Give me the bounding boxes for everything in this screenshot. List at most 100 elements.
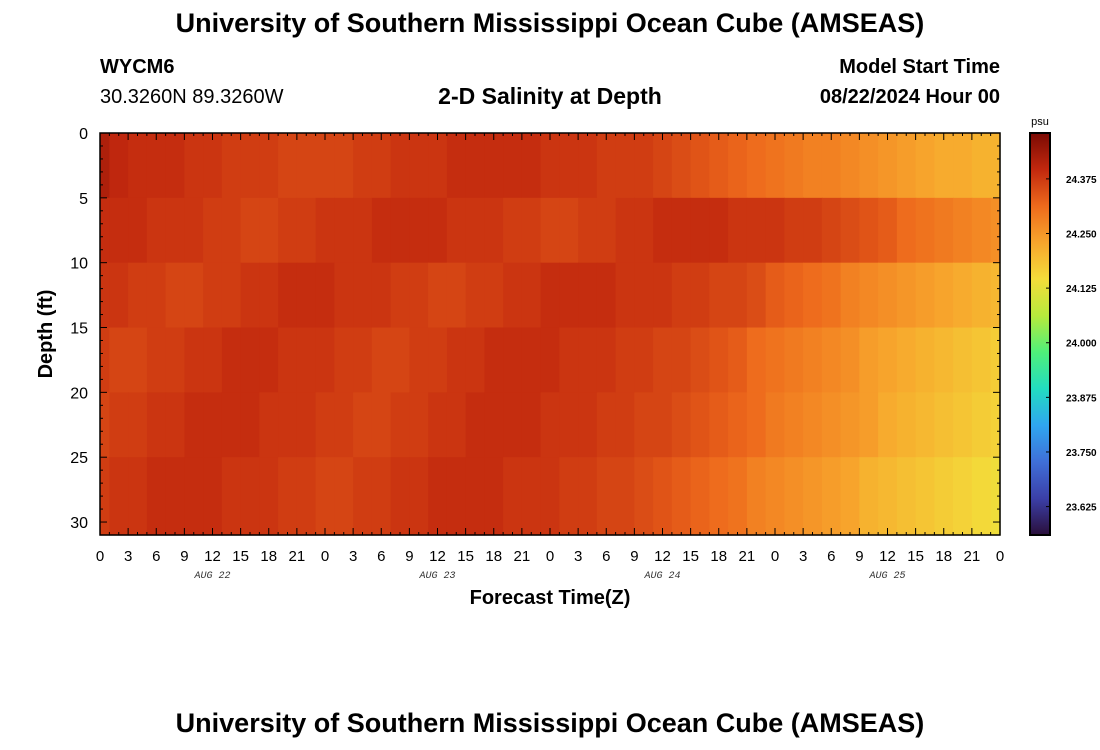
- heatmap-cell: [109, 457, 129, 536]
- heatmap-cell: [953, 133, 973, 199]
- heatmap-cell: [690, 197, 710, 264]
- heatmap-cell: [165, 457, 185, 536]
- heatmap-cell: [371, 262, 392, 329]
- heatmap-cell: [221, 392, 242, 458]
- heatmap-cell: [559, 457, 579, 536]
- heatmap-cell: [840, 133, 860, 199]
- heatmap-cell: [146, 327, 167, 393]
- y-tick-label: 20: [70, 385, 88, 402]
- heatmap-cell: [203, 392, 223, 458]
- x-tick-label: 18: [710, 548, 727, 565]
- heatmap-cell: [353, 133, 373, 199]
- heatmap-cell: [128, 457, 148, 536]
- heatmap-cell: [971, 327, 992, 393]
- heatmap-cell: [896, 133, 917, 199]
- date-label: AUG 25: [868, 571, 905, 582]
- heatmap-cell: [671, 457, 692, 536]
- heatmap-cell: [184, 327, 204, 393]
- heatmap-cell: [934, 133, 954, 199]
- heatmap-cell: [540, 457, 560, 536]
- heatmap-cell: [746, 262, 767, 329]
- heatmap-cell: [634, 133, 654, 199]
- heatmap-cell: [690, 262, 710, 329]
- x-tick-label: 3: [349, 548, 357, 565]
- heatmap-cell: [615, 262, 635, 329]
- heatmap-cell: [165, 133, 185, 199]
- x-tick-label: 15: [907, 548, 924, 565]
- y-axis-label: Depth (ft): [35, 290, 57, 379]
- heatmap-cell: [784, 133, 804, 199]
- heatmap-cell: [203, 197, 223, 264]
- heatmap-cell: [465, 197, 485, 264]
- heatmap-cell: [296, 262, 317, 329]
- x-tick-label: 18: [935, 548, 952, 565]
- heatmap-cell: [578, 133, 598, 199]
- heatmap-cell: [278, 133, 298, 199]
- heatmap-cell: [390, 262, 410, 329]
- heatmap-cell: [353, 262, 373, 329]
- heatmap-cell: [428, 262, 448, 329]
- heatmap-cell: [953, 392, 973, 458]
- heatmap-cell: [390, 197, 410, 264]
- heatmap-cell: [240, 392, 260, 458]
- heatmap-cell: [165, 197, 185, 264]
- heatmap-cell: [353, 457, 373, 536]
- heatmap-cell: [784, 327, 804, 393]
- heatmap-cell: [428, 392, 448, 458]
- heatmap-cell: [446, 327, 467, 393]
- heatmap-cell: [896, 327, 917, 393]
- heatmap-cell: [446, 197, 467, 264]
- colorbar-tick-label: 23.625: [1066, 503, 1097, 514]
- heatmap-cell: [371, 457, 392, 536]
- colorbar-gradient: [1029, 132, 1051, 536]
- heatmap-cell: [559, 392, 579, 458]
- heatmap-cell: [409, 457, 429, 536]
- heatmap-cell: [671, 133, 692, 199]
- heatmap-cell: [315, 262, 335, 329]
- heatmap-cell: [953, 197, 973, 264]
- heatmap-cell: [146, 197, 167, 264]
- heatmap-cell: [634, 457, 654, 536]
- y-tick-label: 10: [70, 256, 88, 273]
- heatmap-cell: [278, 197, 298, 264]
- heatmap-cell: [521, 327, 542, 393]
- heatmap-cell: [296, 133, 317, 199]
- heatmap-cell: [353, 197, 373, 264]
- heatmap-cell: [128, 392, 148, 458]
- heatmap-cell: [821, 457, 842, 536]
- colorbar-tick-label: 24.375: [1066, 175, 1097, 186]
- colorbar-tick-label: 24.250: [1066, 230, 1097, 241]
- colorbar: psu 24.375 24.250 24.125 24.000 23.875 23.750…: [1029, 116, 1097, 536]
- x-tick-label: 0: [996, 548, 1004, 565]
- x-tick-label: 21: [514, 548, 531, 565]
- heatmap-cell: [990, 392, 1001, 458]
- heatmap-cell: [990, 133, 1001, 199]
- heatmap-cell: [109, 327, 129, 393]
- heatmap-cell: [184, 262, 204, 329]
- heatmap-cell: [184, 457, 204, 536]
- heatmap-cell: [784, 197, 804, 264]
- footer-title: University of Southern Mississippi Ocean…: [175, 708, 925, 738]
- heatmap-cell: [934, 262, 954, 329]
- heatmap-cell: [615, 197, 635, 264]
- heatmap-cell: [334, 262, 354, 329]
- heatmap-cell: [653, 457, 673, 536]
- heatmap-cell: [840, 197, 860, 264]
- heatmap-cell: [296, 392, 317, 458]
- heatmap-cell: [503, 197, 523, 264]
- heatmap-cell: [390, 457, 410, 536]
- heatmap-cell: [100, 392, 110, 458]
- heatmap-cell: [934, 392, 954, 458]
- heatmap-cell: [521, 197, 542, 264]
- x-tick-label: 21: [739, 548, 756, 565]
- heatmap-cell: [371, 392, 392, 458]
- heatmap-cell: [128, 133, 148, 199]
- heatmap-cell: [840, 327, 860, 393]
- heatmap-cell: [915, 457, 935, 536]
- heatmap-cell: [653, 327, 673, 393]
- heatmap-cell: [690, 327, 710, 393]
- x-tick-label: 0: [96, 548, 104, 565]
- heatmap-cell: [634, 262, 654, 329]
- heatmap-cell: [578, 327, 598, 393]
- heatmap-cell: [709, 262, 729, 329]
